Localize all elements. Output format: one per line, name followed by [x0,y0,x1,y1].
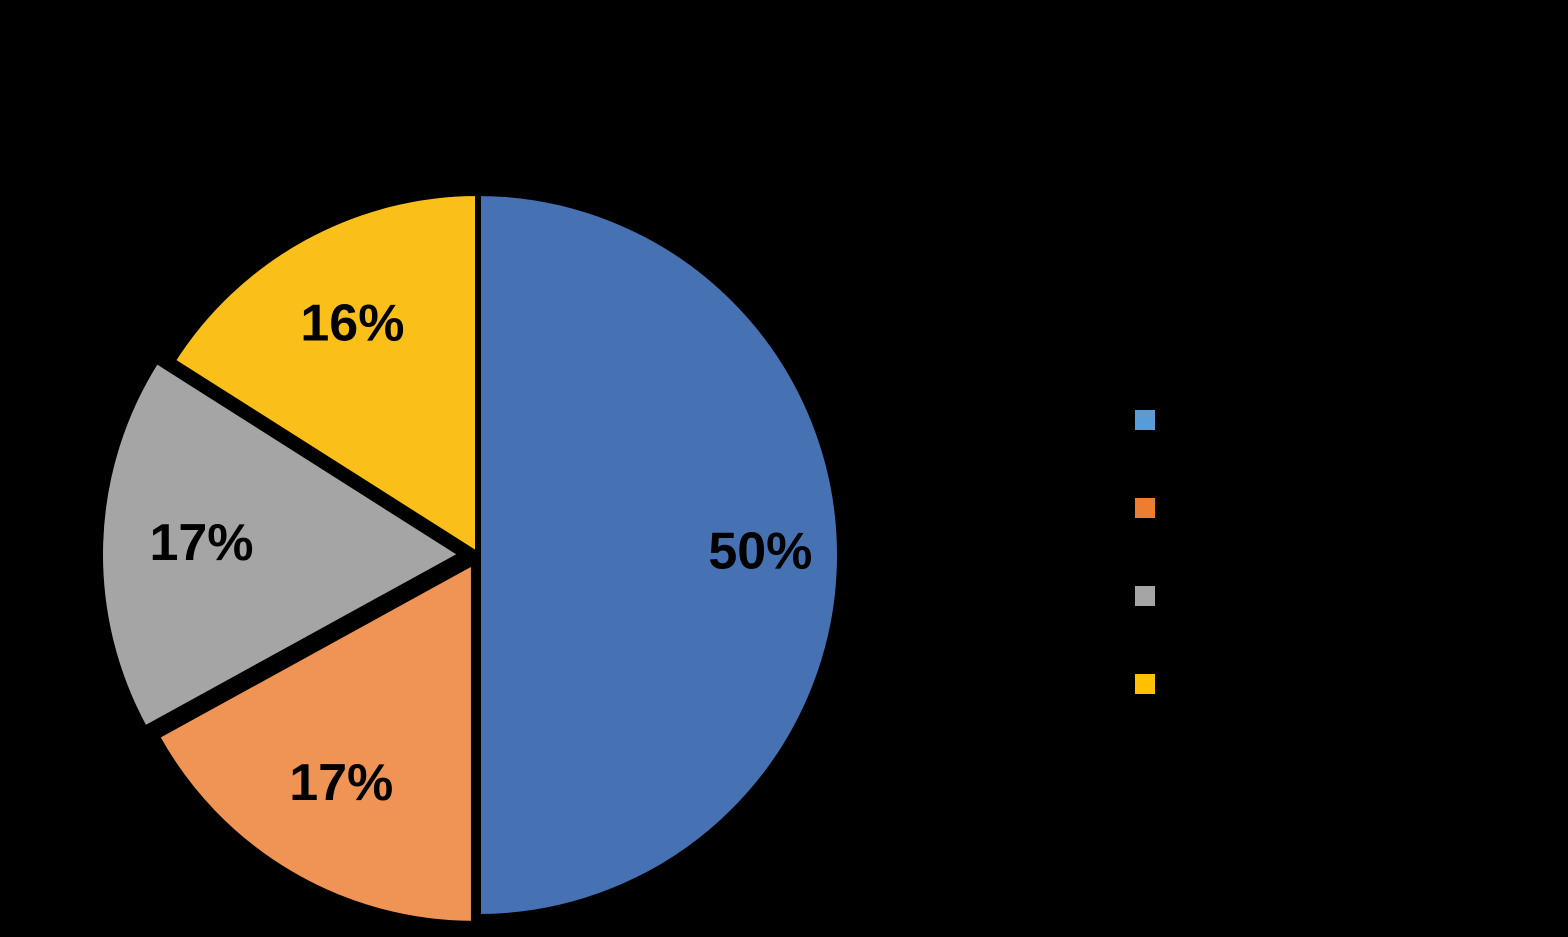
data-label: 17% [289,754,393,812]
data-label: 50% [708,523,812,581]
data-label: 17% [149,514,253,572]
pie-slice [97,356,468,733]
legend-swatch [1135,498,1155,518]
pie-slice [475,189,843,921]
legend-swatch [1135,410,1155,430]
legend-swatch [1135,586,1155,606]
data-label: 16% [300,294,404,352]
pie-slice [152,556,477,927]
legend-swatch [1135,674,1155,694]
pie-slice [168,189,481,561]
